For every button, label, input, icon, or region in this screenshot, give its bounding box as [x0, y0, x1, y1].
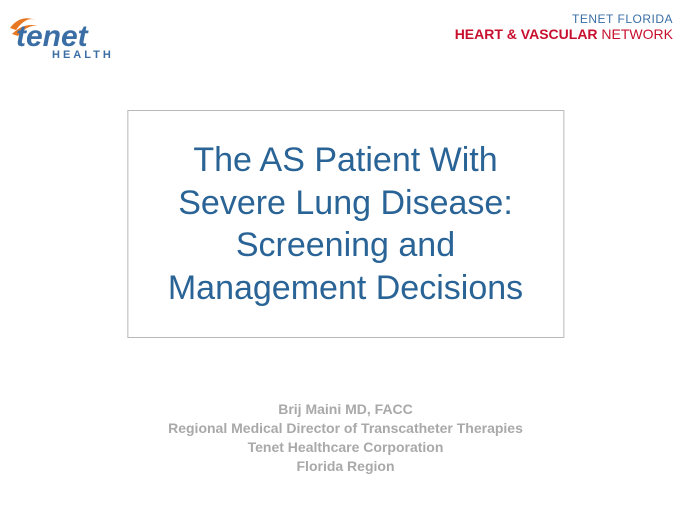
- author-name: Brij Maini MD, FACC: [168, 400, 523, 419]
- author-region: Florida Region: [168, 457, 523, 476]
- title-line-2: Severe Lung Disease:: [168, 182, 523, 225]
- author-block: Brij Maini MD, FACC Regional Medical Dir…: [168, 400, 523, 476]
- logo-right-line2: HEART & VASCULAR NETWORK: [455, 26, 673, 43]
- title-card: The AS Patient With Severe Lung Disease:…: [127, 110, 564, 338]
- title-line-4: Management Decisions: [168, 267, 523, 310]
- author-org: Tenet Healthcare Corporation: [168, 438, 523, 457]
- tenet-logo-svg: tenet HEALTH: [8, 8, 148, 62]
- tenet-health-logo: tenet HEALTH: [8, 8, 148, 62]
- tenet-florida-network-logo: TENET FLORIDA HEART & VASCULAR NETWORK: [455, 8, 673, 43]
- title-line-3: Screening and: [168, 224, 523, 267]
- logo-text-health: HEALTH: [52, 49, 114, 61]
- logo-right-line1: TENET FLORIDA: [455, 12, 673, 26]
- logo-right-thin: NETWORK: [598, 26, 673, 42]
- header: tenet HEALTH TENET FLORIDA HEART & VASCU…: [0, 0, 691, 62]
- slide-container: tenet HEALTH TENET FLORIDA HEART & VASCU…: [0, 0, 691, 532]
- logo-right-bold: HEART & VASCULAR: [455, 26, 598, 42]
- title-line-1: The AS Patient With: [168, 139, 523, 182]
- author-title: Regional Medical Director of Transcathet…: [168, 419, 523, 438]
